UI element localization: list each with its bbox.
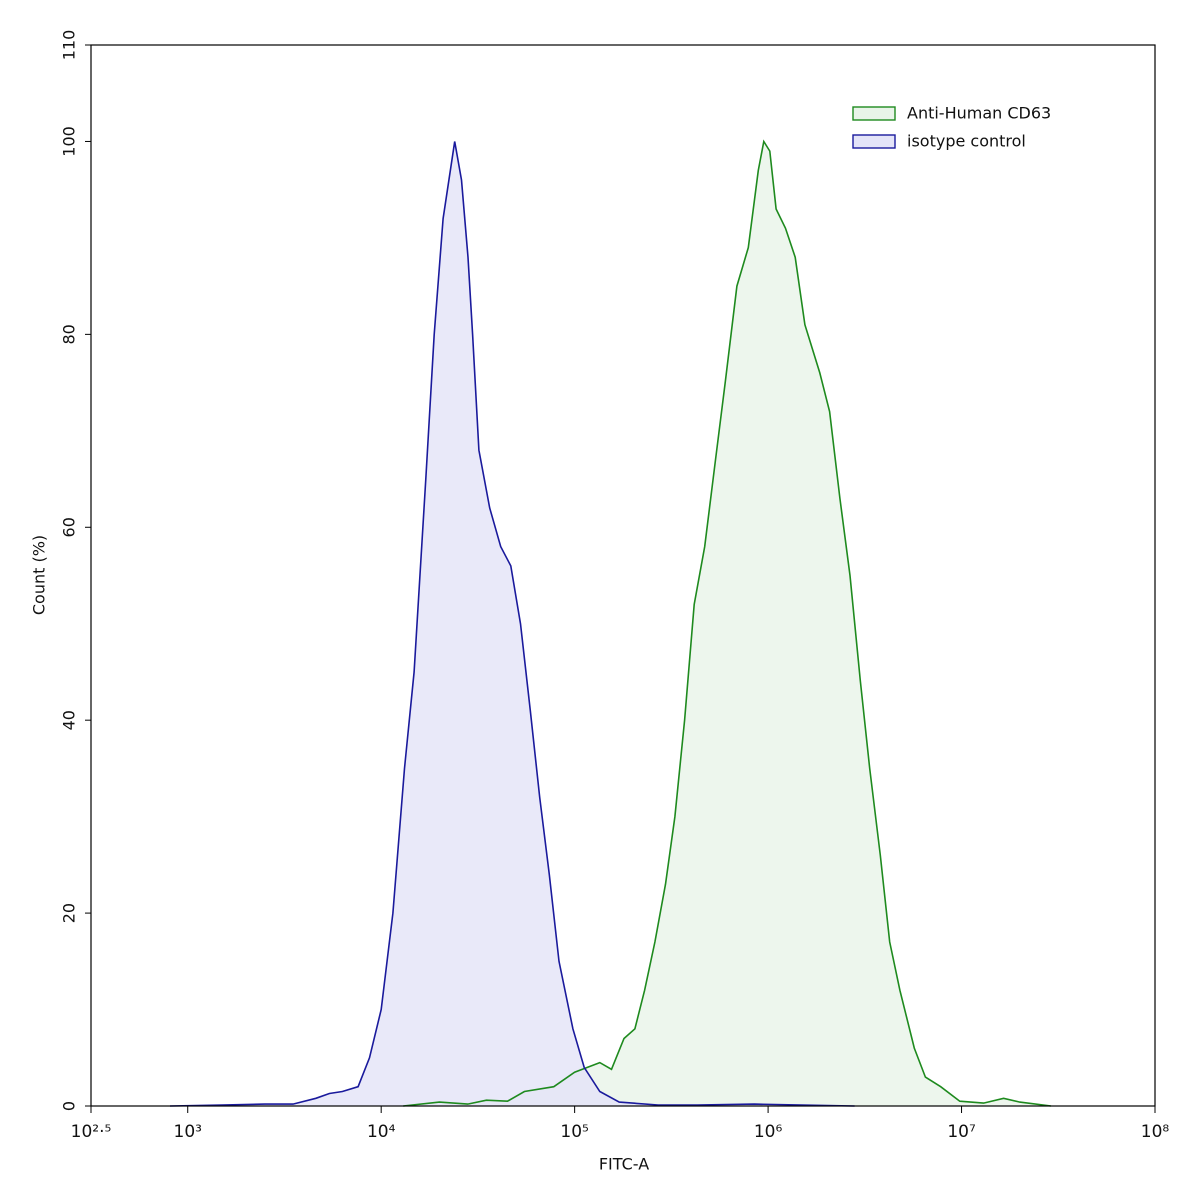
legend-label: isotype control — [907, 132, 1026, 151]
y-tick-label: 60 — [60, 517, 79, 537]
x-tick-label: 10⁴ — [367, 1122, 396, 1142]
y-tick-label: 80 — [60, 324, 79, 344]
series-line — [403, 139, 1052, 1107]
series-area — [403, 141, 1051, 1106]
x-tick-label: 10⁸ — [1141, 1122, 1170, 1142]
series-area — [170, 141, 855, 1106]
x-tick-label: 10²·⁵ — [71, 1122, 112, 1142]
x-tick-label: 10⁵ — [560, 1122, 588, 1142]
x-tick-label: 10³ — [174, 1122, 202, 1142]
x-axis-title: FITC-A — [599, 1155, 649, 1174]
x-tick-label: 10⁶ — [754, 1122, 783, 1142]
y-tick-label: 110 — [60, 30, 79, 61]
series-line — [169, 141, 855, 1107]
y-tick-label: 20 — [60, 903, 79, 923]
y-tick-label: 40 — [60, 710, 79, 730]
y-tick-label: 0 — [60, 1101, 79, 1111]
plot-frame — [90, 44, 1156, 1107]
x-tick-label: 10⁷ — [947, 1122, 976, 1142]
legend-swatch — [852, 106, 896, 121]
legend-label: Anti-Human CD63 — [907, 104, 1051, 123]
y-axis-title: Count (%) — [30, 535, 49, 615]
y-tick-label: 100 — [60, 126, 79, 157]
legend-swatch — [852, 134, 896, 149]
